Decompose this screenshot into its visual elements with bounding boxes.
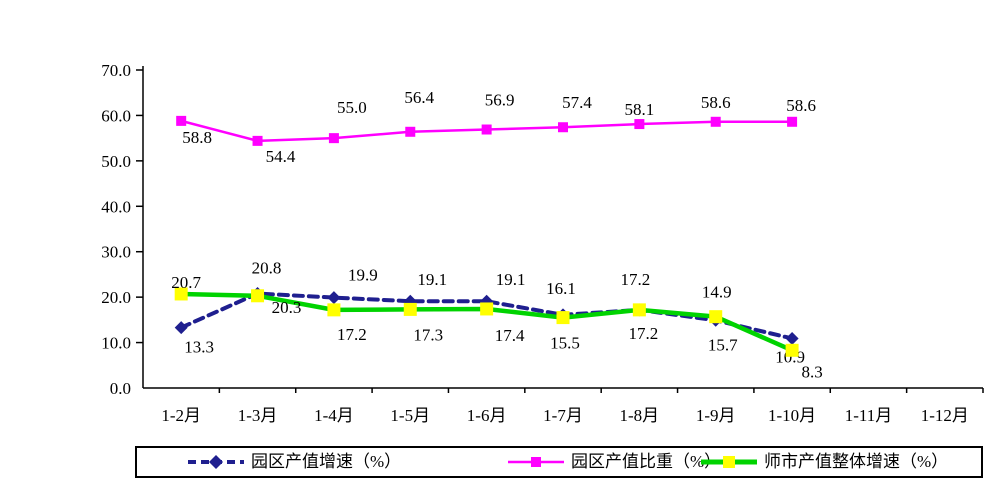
data-point-marker — [403, 302, 417, 316]
data-point-marker — [327, 291, 341, 305]
data-label: 13.3 — [184, 338, 214, 357]
data-point-marker — [405, 126, 416, 137]
data-label: 19.1 — [496, 270, 526, 289]
y-axis-tick-label: 50.0 — [101, 152, 131, 171]
y-axis-tick-label: 0.0 — [110, 379, 131, 398]
x-axis-tick-label: 1-6月 — [467, 406, 507, 425]
data-point-marker — [176, 115, 187, 126]
data-label: 20.8 — [252, 259, 282, 278]
series-line-0 — [179, 291, 795, 341]
data-label: 15.5 — [550, 334, 580, 353]
data-label: 58.1 — [624, 100, 654, 119]
legend-label: 师市产值整体增速（%） — [764, 452, 949, 471]
legend: 园区产值增速（%） 园区产值比重（%） 师市产值整体增速（%） — [135, 446, 983, 478]
y-axis-tick-label: 40.0 — [101, 197, 131, 216]
x-axis-tick-label: 1-7月 — [543, 406, 583, 425]
data-point-marker — [252, 135, 263, 146]
data-point-marker — [328, 133, 339, 144]
data-point-marker — [710, 116, 721, 127]
data-point-marker — [251, 289, 265, 303]
data-label: 58.8 — [182, 128, 212, 147]
data-label: 58.6 — [701, 93, 731, 112]
y-axis-tick-label: 10.0 — [101, 334, 131, 353]
data-label: 17.2 — [337, 325, 367, 344]
y-axis-tick-label: 30.0 — [101, 243, 131, 262]
data-label: 55.0 — [337, 98, 367, 117]
legend-label: 园区产值增速（%） — [251, 452, 402, 471]
data-point-marker — [558, 122, 568, 133]
data-label: 56.9 — [485, 91, 515, 110]
x-axis-tick-label: 1-3月 — [238, 406, 278, 425]
data-label: 19.9 — [348, 266, 378, 285]
data-point-marker — [785, 343, 799, 357]
x-axis-tick-label: 1-12月 — [921, 406, 969, 425]
data-point-marker — [634, 119, 645, 130]
data-label: 20.3 — [272, 298, 302, 317]
legend-item-series-overall-growth: 师市产值整体增速（%） — [700, 448, 948, 476]
x-axis-tick-label: 1-8月 — [620, 406, 660, 425]
data-label: 54.4 — [266, 147, 296, 166]
x-axis-tick-label: 1-9月 — [696, 406, 736, 425]
x-axis-tick-label: 1-10月 — [768, 406, 816, 425]
data-label: 17.2 — [620, 270, 650, 289]
legend-sample-dashed-line-icon — [188, 455, 244, 469]
legend-item-series-growth: 园区产值增速（%） — [187, 448, 401, 476]
data-label: 57.4 — [562, 93, 592, 112]
data-label: 15.7 — [708, 336, 738, 355]
legend-label: 园区产值比重（%） — [571, 452, 722, 471]
y-axis-tick-label: 60.0 — [101, 106, 131, 125]
data-point-marker — [481, 124, 492, 135]
data-point-marker — [556, 311, 570, 325]
x-axis-tick-label: 1-2月 — [161, 406, 201, 425]
data-label: 17.4 — [495, 326, 525, 345]
legend-sample-solid-line-icon — [508, 457, 564, 467]
legend-item-series-share: 园区产值比重（%） — [507, 448, 721, 476]
data-point-marker — [174, 287, 188, 301]
data-label: 20.7 — [171, 273, 201, 292]
data-point-marker — [632, 303, 646, 317]
data-point-marker — [785, 331, 799, 345]
data-point-marker — [480, 302, 494, 316]
data-label: 17.2 — [628, 324, 658, 343]
data-label: 16.1 — [546, 279, 576, 298]
y-axis-tick-label: 20.0 — [101, 288, 131, 307]
data-label: 58.6 — [786, 96, 816, 115]
data-label: 14.9 — [702, 282, 732, 301]
legend-sample-thick-line-icon — [701, 456, 757, 468]
data-point-marker — [174, 321, 188, 335]
data-point-marker — [787, 116, 798, 127]
data-point-marker — [709, 310, 723, 324]
y-axis-tick-label: 70.0 — [101, 61, 131, 80]
data-label: 17.3 — [413, 325, 443, 344]
data-label: 19.1 — [417, 270, 447, 289]
x-axis-tick-label: 1-11月 — [845, 406, 893, 425]
x-axis-tick-label: 1-5月 — [390, 406, 430, 425]
data-label: 56.4 — [404, 88, 434, 107]
x-axis-tick-label: 1-4月 — [314, 406, 354, 425]
data-point-marker — [327, 303, 341, 317]
data-label: 8.3 — [801, 362, 822, 381]
